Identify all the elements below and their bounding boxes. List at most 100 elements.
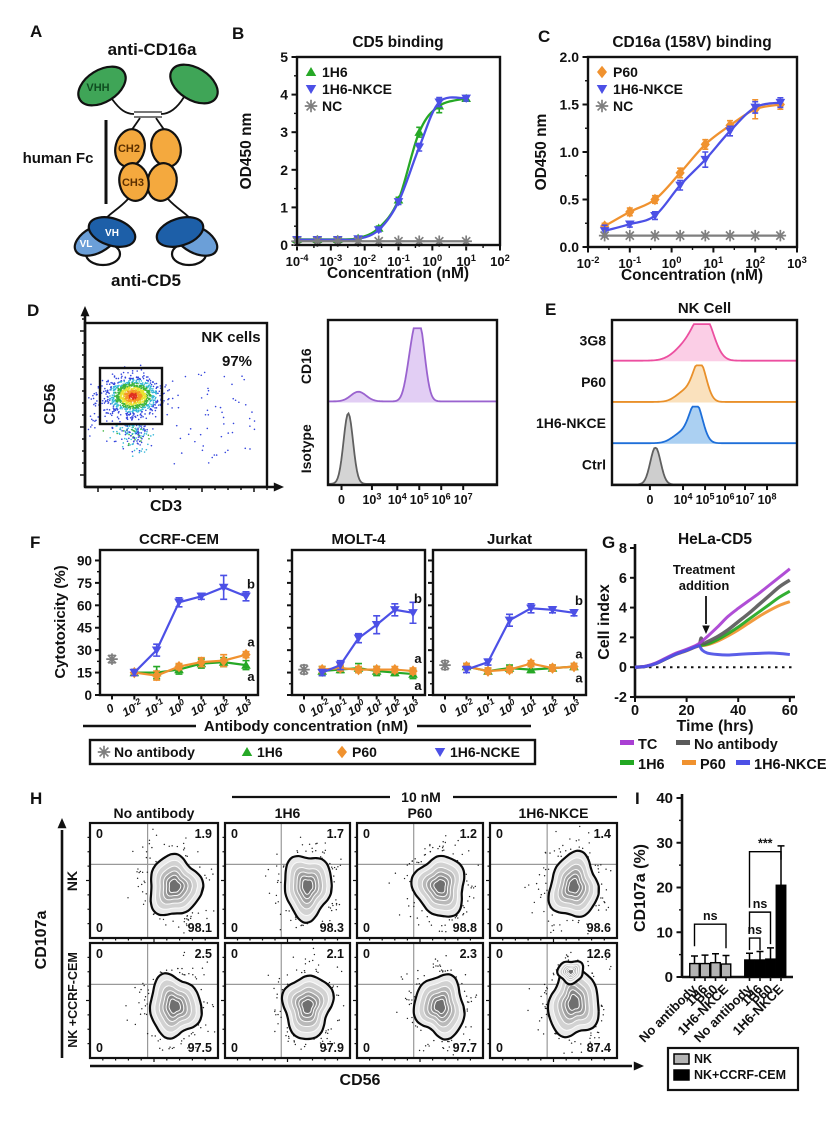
dot xyxy=(126,431,129,433)
dot xyxy=(570,1042,573,1044)
dot xyxy=(155,392,157,395)
dot xyxy=(274,1009,276,1011)
dot xyxy=(605,909,607,911)
dot xyxy=(128,437,130,440)
dot xyxy=(411,999,413,1001)
dot xyxy=(286,974,289,976)
dot xyxy=(145,387,148,390)
dot xyxy=(139,364,142,367)
dot xyxy=(140,387,143,390)
dot xyxy=(186,918,188,920)
dot xyxy=(578,919,580,922)
error-bar xyxy=(701,954,709,964)
dot xyxy=(424,1045,427,1047)
dot xyxy=(442,845,444,847)
row-label: NK +CCRF-CEM xyxy=(66,952,80,1047)
dot xyxy=(331,902,334,905)
dot xyxy=(109,389,112,391)
dot xyxy=(469,1039,471,1041)
dot xyxy=(157,392,159,395)
dot xyxy=(142,377,145,380)
dot xyxy=(287,1040,289,1042)
dot xyxy=(132,380,134,383)
dot xyxy=(131,384,133,387)
dot xyxy=(588,1049,591,1052)
sig-bracket xyxy=(748,851,782,908)
legend-swatch xyxy=(620,740,634,745)
dot xyxy=(288,1037,290,1040)
marker-triangle-down-icon xyxy=(393,198,404,207)
dot xyxy=(223,423,225,425)
dot xyxy=(207,389,210,392)
dot xyxy=(243,378,246,381)
dot xyxy=(128,425,130,427)
dot xyxy=(124,430,126,432)
marker-diamond-icon xyxy=(650,193,660,206)
dot xyxy=(299,836,302,838)
dot xyxy=(403,877,406,880)
dot xyxy=(185,923,188,925)
scatter-dots xyxy=(87,364,256,465)
dot xyxy=(131,399,134,402)
tick-label: 102 xyxy=(539,697,563,719)
dot xyxy=(244,447,247,450)
dot xyxy=(159,971,162,973)
dot xyxy=(466,1001,469,1003)
dot xyxy=(211,456,214,459)
dot xyxy=(116,394,119,396)
legend-item-label: 1H6-NKCE xyxy=(613,81,683,97)
dot xyxy=(172,920,174,922)
dot xyxy=(107,402,109,404)
dot xyxy=(157,1040,159,1042)
dot xyxy=(439,964,441,966)
dot xyxy=(136,393,139,396)
dot xyxy=(332,985,335,987)
dot xyxy=(121,426,124,429)
dot xyxy=(468,850,470,852)
label: 0 xyxy=(665,969,673,986)
dot xyxy=(224,451,227,454)
dot xyxy=(140,406,142,409)
quadrant-value-bl: 0 xyxy=(363,1041,370,1055)
dot xyxy=(183,932,185,934)
dot xyxy=(150,383,153,386)
plot-frame xyxy=(488,821,619,940)
dot xyxy=(171,1047,174,1050)
series-line-1H6-NCKE xyxy=(133,586,247,674)
label: 2 xyxy=(280,162,288,178)
dot xyxy=(244,403,247,406)
dot xyxy=(145,376,148,378)
dot xyxy=(133,385,136,388)
series-line-1H6 xyxy=(297,97,467,241)
dot xyxy=(123,399,125,401)
hist-line-3G8 xyxy=(611,323,798,362)
dot xyxy=(139,398,141,401)
marker-asterisk-icon xyxy=(674,229,686,242)
dot xyxy=(545,993,548,995)
dot xyxy=(146,428,148,431)
dot xyxy=(587,925,589,927)
quadrant-value-bl: 0 xyxy=(231,1041,238,1055)
dot xyxy=(324,849,327,852)
dot xyxy=(551,914,553,916)
dot xyxy=(141,437,143,440)
dot xyxy=(232,397,235,400)
dot xyxy=(187,433,190,436)
dot xyxy=(183,974,185,976)
dot xyxy=(117,396,119,399)
dot xyxy=(124,408,126,410)
dot xyxy=(94,427,96,429)
plot-frame xyxy=(88,821,220,940)
dot xyxy=(183,921,186,923)
dot xyxy=(109,403,112,405)
dot xyxy=(468,895,471,898)
dot xyxy=(134,406,136,409)
dot xyxy=(222,416,225,419)
column-header: No antibody xyxy=(114,805,195,821)
dot xyxy=(241,375,243,377)
legend-item-label: NK xyxy=(694,1052,712,1066)
quadrant-value-br: 97.9 xyxy=(320,1041,344,1055)
dot xyxy=(144,881,146,884)
dot xyxy=(158,390,161,393)
dot xyxy=(201,449,204,452)
